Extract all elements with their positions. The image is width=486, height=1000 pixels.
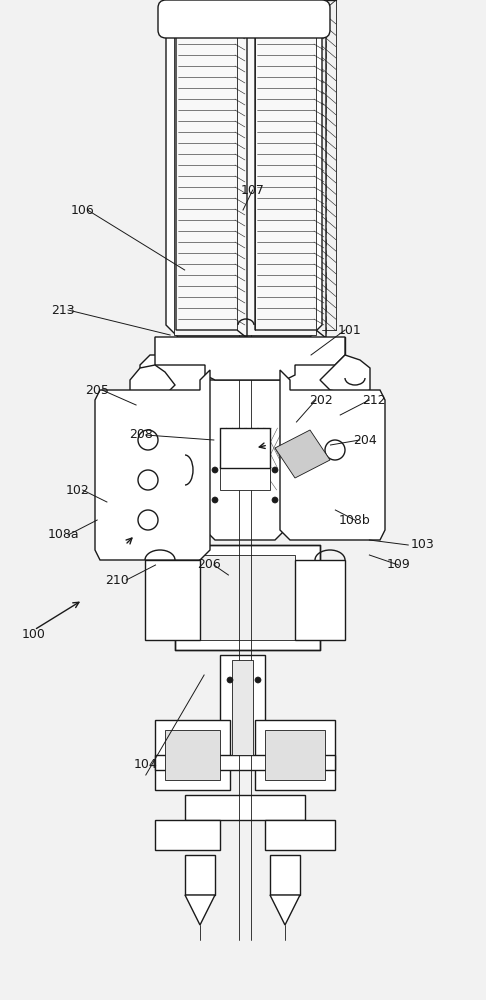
Polygon shape [175,545,320,650]
Polygon shape [280,370,385,540]
Text: 204: 204 [353,434,376,446]
Polygon shape [166,12,322,337]
Polygon shape [155,755,335,770]
Text: 107: 107 [241,184,265,196]
Text: 103: 103 [411,538,434,552]
Text: 108a: 108a [47,528,79,542]
Polygon shape [130,365,175,398]
Polygon shape [265,820,335,850]
Circle shape [212,467,218,473]
Polygon shape [174,18,316,335]
Polygon shape [145,560,200,640]
Text: 202: 202 [309,393,332,406]
Polygon shape [232,660,253,755]
Polygon shape [155,337,345,380]
Text: 213: 213 [52,304,75,316]
Circle shape [212,497,218,503]
Text: 212: 212 [363,393,386,406]
Text: 101: 101 [338,324,362,337]
Text: 109: 109 [387,558,410,571]
Circle shape [272,497,278,503]
Polygon shape [185,795,305,820]
Text: 108b: 108b [339,514,371,526]
FancyBboxPatch shape [158,0,330,38]
Text: 206: 206 [197,558,221,571]
Text: 210: 210 [105,573,128,586]
Polygon shape [295,560,345,640]
Polygon shape [270,855,300,895]
Polygon shape [255,720,335,790]
Circle shape [272,467,278,473]
Polygon shape [220,468,270,490]
Polygon shape [155,820,220,850]
Text: 104: 104 [134,758,157,772]
Text: 205: 205 [85,383,109,396]
Polygon shape [140,355,355,540]
Polygon shape [220,428,270,468]
Text: 106: 106 [71,204,94,217]
Text: 208: 208 [129,428,153,442]
Polygon shape [95,370,210,560]
Polygon shape [275,430,330,478]
Polygon shape [265,730,325,780]
Text: 102: 102 [66,484,89,496]
Polygon shape [270,895,300,925]
Circle shape [255,677,261,683]
Polygon shape [237,22,255,330]
Polygon shape [165,730,220,780]
Polygon shape [185,855,215,895]
Circle shape [227,677,233,683]
Polygon shape [220,655,265,760]
Polygon shape [320,355,370,395]
Polygon shape [185,895,215,925]
Text: 100: 100 [22,629,46,642]
Polygon shape [155,720,230,790]
Polygon shape [200,555,295,640]
